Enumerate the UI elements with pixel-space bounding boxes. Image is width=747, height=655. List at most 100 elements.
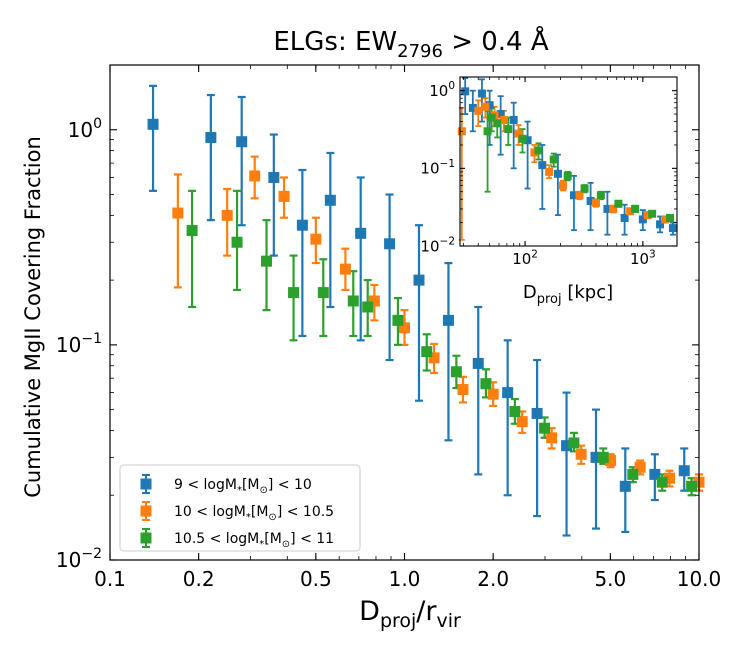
- main-x-tick-label: 0.1: [94, 567, 126, 591]
- main-marker-s2-p0: [186, 225, 198, 237]
- main-marker-s1-p8: [428, 352, 440, 364]
- inset-marker-s2-p4: [518, 134, 527, 143]
- main-marker-s0-p12: [531, 407, 543, 419]
- inset-marker-s0-p15: [668, 224, 677, 233]
- inset-marker-s1-p13: [643, 211, 652, 220]
- main-markers: [147, 118, 705, 492]
- main-marker-s1-p9: [457, 384, 469, 396]
- main-x-tick-label: 0.5: [300, 567, 332, 591]
- main-marker-s1-p16: [663, 472, 675, 484]
- inset-marker-s2-p2: [493, 119, 502, 128]
- inset-plot: 100 10−1 10−2 102 103 Dproj [kpc]: [420, 76, 678, 307]
- legend-marker: [140, 478, 152, 490]
- main-x-tick-label: 0.2: [183, 567, 215, 591]
- inset-marker-s1-p10: [591, 198, 600, 207]
- legend-label: 9 < logM*[M⊙] < 10: [174, 477, 312, 496]
- main-marker-s0-p3: [268, 171, 280, 183]
- y-axis-label: Cumulative MgII Covering Fraction: [21, 136, 45, 498]
- legend-label: 10 < logM*[M⊙] < 10.5: [174, 504, 334, 523]
- main-y-tick-label: 10−2: [56, 546, 102, 572]
- main-marker-s1-p2: [249, 170, 261, 182]
- main-marker-s2-p12: [539, 422, 551, 434]
- main-marker-s0-p6: [355, 227, 367, 239]
- inset-x-tick-label: 103: [630, 248, 656, 268]
- main-marker-s0-p4: [296, 219, 308, 231]
- inset-marker-s0-p0: [461, 87, 470, 96]
- main-marker-s2-p10: [480, 378, 492, 390]
- inset-marker-s2-p8: [580, 184, 589, 193]
- main-marker-s0-p14: [590, 451, 602, 463]
- main-marker-s2-p6: [362, 301, 374, 313]
- main-marker-s1-p3: [278, 190, 290, 202]
- inset-marker-s1-p9: [575, 191, 584, 200]
- inset-marker-s1-p14: [661, 215, 670, 224]
- inset-marker-s0-p1: [468, 103, 477, 112]
- inset-marker-s0-p11: [603, 204, 612, 213]
- main-marker-s0-p1: [205, 132, 217, 144]
- main-marker-s0-p17: [678, 465, 690, 477]
- main-y-tick-label: 100: [68, 116, 102, 142]
- main-marker-s0-p5: [324, 194, 336, 206]
- main-marker-s1-p4: [310, 233, 322, 245]
- main-marker-s0-p13: [561, 440, 573, 452]
- main-marker-s1-p12: [546, 432, 558, 444]
- inset-marker-s0-p13: [638, 215, 647, 224]
- inset-marker-s2-p10: [614, 199, 623, 208]
- inset-marker-s0-p8: [553, 169, 562, 178]
- main-marker-s0-p15: [619, 480, 631, 492]
- inset-marker-s1-p8: [559, 181, 568, 190]
- main-y-tick-label: 10−1: [56, 331, 102, 357]
- main-marker-s2-p5: [347, 295, 359, 307]
- main-x-tick-label: 1.0: [389, 567, 421, 591]
- legend-marker: [140, 505, 152, 517]
- inset-y-tick-label: 10−1: [420, 158, 455, 178]
- inset-marker-s0-p10: [586, 196, 595, 205]
- inset-marker-s0-p14: [656, 220, 665, 229]
- inset-axes-frame: [459, 76, 678, 247]
- inset-marker-s2-p11: [631, 204, 640, 213]
- main-marker-s2-p1: [231, 236, 243, 248]
- main-marker-s1-p11: [516, 416, 528, 428]
- main-marker-s2-p11: [509, 406, 521, 418]
- inset-y-tick-label: 100: [429, 80, 455, 100]
- inset-marker-s2-p1: [487, 113, 496, 122]
- main-marker-s1-p0: [172, 207, 184, 219]
- main-marker-s0-p2: [236, 136, 248, 148]
- main-marker-s0-p8: [413, 274, 425, 286]
- inset-marker-s2-p13: [665, 213, 674, 222]
- inset-marker-s1-p1: [474, 106, 483, 115]
- legend: 9 < logM*[M⊙] < 10 10 < logM*[M⊙] < 10.5 1…: [119, 464, 361, 552]
- inset-marker-s0-p3: [485, 101, 494, 110]
- main-marker-s2-p8: [421, 346, 433, 358]
- inset-marker-s1-p5: [514, 129, 523, 138]
- chart-title: ELGs: EW2796 > 0.4 Å: [273, 25, 549, 62]
- main-marker-s0-p16: [649, 468, 661, 480]
- inset-marker-s2-p7: [563, 171, 572, 180]
- inset-marker-s1-p12: [626, 207, 635, 216]
- main-marker-s1-p13: [575, 448, 587, 460]
- inset-marker-s0-p4: [496, 110, 505, 119]
- inset-marker-s2-p3: [504, 125, 513, 134]
- main-marker-s2-p14: [597, 451, 609, 463]
- inset-markers: [457, 87, 677, 233]
- inset-marker-s2-p6: [549, 155, 558, 164]
- inset-ticks: 100 10−1 10−2 102 103: [420, 77, 677, 268]
- inset-marker-s0-p12: [620, 213, 629, 222]
- main-marker-s2-p15: [627, 468, 639, 480]
- inset-marker-s1-p4: [499, 115, 508, 124]
- main-marker-s2-p9: [450, 366, 462, 378]
- inset-marker-s0-p7: [538, 161, 547, 170]
- main-marker-s1-p5: [339, 263, 351, 275]
- main-marker-s2-p7: [392, 314, 404, 326]
- main-marker-s2-p2: [261, 255, 273, 267]
- x-axis-label: Dproj/rvir: [359, 596, 461, 632]
- main-marker-s2-p3: [288, 287, 300, 299]
- main-marker-s2-p13: [568, 437, 580, 449]
- inset-marker-s0-p5: [509, 115, 518, 124]
- main-marker-s1-p6: [368, 295, 380, 307]
- main-marker-s2-p4: [317, 287, 329, 299]
- main-marker-s1-p10: [487, 388, 499, 400]
- inset-marker-s1-p11: [609, 204, 618, 213]
- inset-marker-s2-p9: [596, 191, 605, 200]
